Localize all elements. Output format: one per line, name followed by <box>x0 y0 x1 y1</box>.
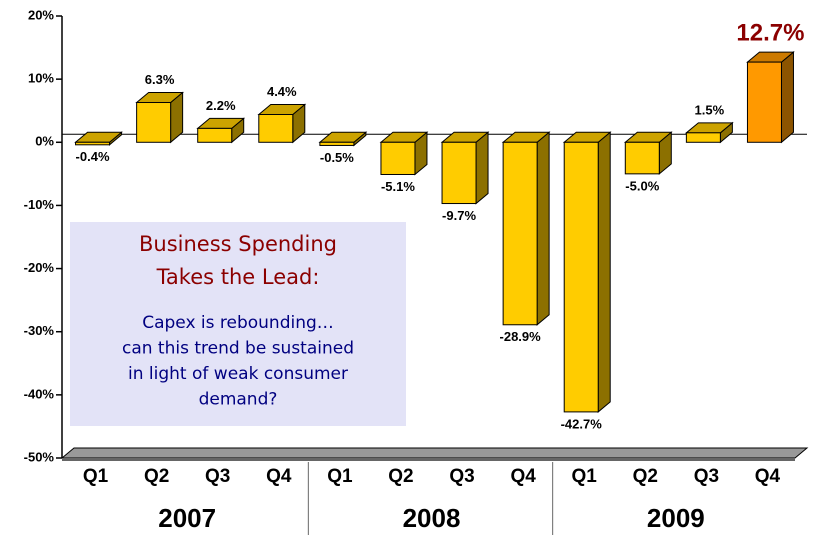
x-tick-label: Q3 <box>694 466 719 487</box>
x-tick-label: Q3 <box>205 466 230 487</box>
bar <box>75 141 111 146</box>
bar <box>319 141 355 146</box>
x-tick-label: Q4 <box>510 466 536 487</box>
bar <box>380 141 416 175</box>
y-tick-label: 20% <box>28 7 54 22</box>
bar-side <box>597 131 611 413</box>
bar <box>685 132 721 143</box>
x-tick-label: Q4 <box>266 466 292 487</box>
annotation-body: demand? <box>199 390 278 410</box>
bar <box>624 141 660 175</box>
x-tick-label: Q1 <box>327 466 353 487</box>
y-tick-label: -20% <box>24 260 55 275</box>
annotation-title: Takes the Lead: <box>156 265 320 289</box>
x-tick-label: Q2 <box>633 466 658 487</box>
value-label: -9.7% <box>442 208 476 223</box>
bar <box>136 102 172 143</box>
bar <box>258 114 294 143</box>
y-tick-label: -40% <box>24 386 55 401</box>
group-label: 2007 <box>158 503 216 533</box>
floor <box>60 447 809 459</box>
y-tick-label: -30% <box>24 323 55 338</box>
y-tick-label: -50% <box>24 449 55 464</box>
floor-front <box>62 458 795 461</box>
value-label: 12.7% <box>736 19 804 46</box>
value-label: -0.5% <box>320 150 354 165</box>
bar <box>746 61 782 143</box>
x-tick-label: Q1 <box>572 466 598 487</box>
bar <box>441 141 477 205</box>
group-label: 2009 <box>647 503 705 533</box>
x-tick-label: Q2 <box>144 466 169 487</box>
bar-side <box>536 131 550 326</box>
value-label: -5.1% <box>381 179 415 194</box>
y-tick-label: -10% <box>24 197 55 212</box>
annotation-title: Business Spending <box>139 232 337 256</box>
y-tick-label: 10% <box>28 71 54 86</box>
annotation-body: in light of weak consumer <box>128 364 348 384</box>
value-label: -0.4% <box>76 149 110 164</box>
value-label: -5.0% <box>625 178 659 193</box>
annotation-body: can this trend be sustained <box>122 339 354 359</box>
y-tick-label: 0% <box>35 134 54 149</box>
bar-side <box>780 51 794 144</box>
x-tick-label: Q2 <box>388 466 413 487</box>
value-label: -42.7% <box>561 416 603 431</box>
group-label: 2008 <box>403 503 461 533</box>
x-tick-label: Q1 <box>83 466 109 487</box>
value-label: 4.4% <box>267 84 297 99</box>
x-tick-label: Q4 <box>755 466 781 487</box>
value-label: -28.9% <box>500 329 542 344</box>
bar <box>197 127 233 143</box>
value-label: 2.2% <box>206 98 236 113</box>
value-label: 6.3% <box>145 72 175 87</box>
bar <box>502 141 538 326</box>
value-label: 1.5% <box>695 102 725 117</box>
bar <box>563 141 599 413</box>
x-tick-label: Q3 <box>449 466 474 487</box>
bar-side <box>475 131 489 205</box>
annotation-box <box>70 222 406 426</box>
annotation-body: Capex is rebounding… <box>142 313 334 333</box>
